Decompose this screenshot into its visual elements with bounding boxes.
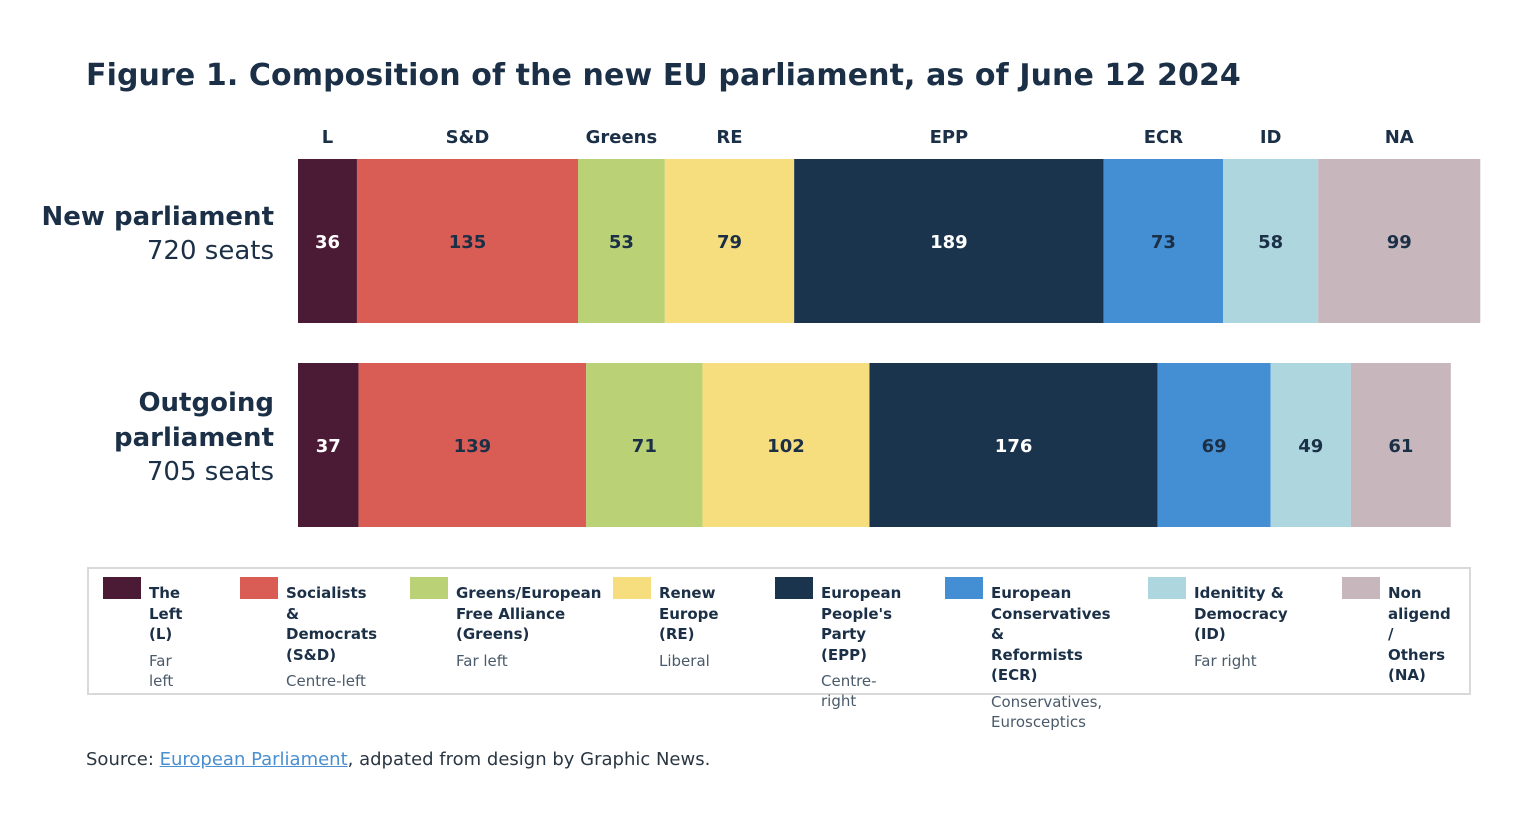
bar-segment-id-row2 <box>1270 363 1351 527</box>
bar-value-label-id-row1: 58 <box>1258 232 1283 253</box>
bar-segment-id-row1 <box>1223 159 1319 323</box>
legend-swatch-id <box>1148 577 1186 599</box>
bar-value-label-id-row2: 49 <box>1298 436 1323 457</box>
row-seats-outgoing: 705 seats <box>146 457 274 487</box>
legend-desc-greens: Far left <box>456 651 508 670</box>
source-note: Source: European Parliament, adpated fro… <box>86 749 710 770</box>
category-label-re: RE <box>716 127 742 148</box>
source-link[interactable]: European Parliament <box>159 749 348 770</box>
bar-segment-ecr-row1 <box>1103 159 1224 323</box>
legend-name-sd: Socialists & Democrats (S&D) <box>286 584 378 664</box>
stacked-bar-chart: 36 L 135 S&D 53 Greens 79 RE 189 EPP 73 ECR 58 ID 99 NA… <box>298 127 1481 527</box>
legend-swatch-epp <box>775 577 813 599</box>
legend-swatch-sd <box>240 577 278 599</box>
source-prefix: Source: <box>86 749 160 770</box>
bar-segment-epp-row2 <box>869 363 1158 527</box>
bar-value-label-sandd-row2: 139 <box>454 436 492 457</box>
category-label-greens: Greens <box>586 127 658 148</box>
legend-swatch-left <box>103 577 141 599</box>
bar-segment-sandd-row1 <box>356 159 579 323</box>
bar-segment-sandd-row2 <box>358 363 587 527</box>
bar-value-label-sandd-row1: 135 <box>449 232 487 253</box>
bar-value-label-ecr-row1: 73 <box>1151 232 1176 253</box>
legend-swatch-na <box>1342 577 1380 599</box>
legend-name-na: Non aligend / Others (NA) <box>1388 584 1451 684</box>
legend-name-ecr: European Conservatives & Reformists (ECR… <box>991 584 1111 684</box>
legend-desc-id: Far right <box>1194 651 1257 670</box>
row-label-new: New parliament <box>41 202 274 232</box>
legend-name-greens: Greens/European Free Alliance (Greens) <box>456 584 602 643</box>
legend-name-epp: European People's Party (EPP) <box>821 584 902 664</box>
bar-value-label-epp-row2: 176 <box>995 436 1033 457</box>
legend-name-id: Idenitity & Democracy (ID) <box>1194 584 1288 643</box>
legend-swatch-ecr <box>945 577 983 599</box>
legend-swatch-greens <box>410 577 448 599</box>
bar-value-label-epp-row1: 189 <box>930 232 968 253</box>
bar-value-label-re-row1: 79 <box>717 232 742 253</box>
bar-segment-re-row1 <box>664 159 795 323</box>
bar-value-label-l-row1: 36 <box>315 232 340 253</box>
bar-segment-greens-row1 <box>578 159 665 323</box>
bar-value-label-na-row2: 61 <box>1388 436 1413 457</box>
legend-desc-re: Liberal <box>659 651 710 670</box>
bar-segment-na-row2 <box>1350 363 1451 527</box>
category-label-sandd: S&D <box>446 127 490 148</box>
category-label-id: ID <box>1260 127 1282 148</box>
category-label-na: NA <box>1385 127 1414 148</box>
legend-desc-epp: Centre-right <box>821 672 877 710</box>
legend-name-re: Renew Europe (RE) <box>659 584 719 643</box>
chart-title: Figure 1. Composition of the new EU parl… <box>86 58 1241 93</box>
bar-segment-l-row1 <box>298 159 357 323</box>
bar-value-label-re-row2: 102 <box>767 436 805 457</box>
bar-segment-l-row2 <box>298 363 359 527</box>
legend-name-left: The Left (L) <box>149 584 183 643</box>
row-label-outgoing: Outgoing parliament <box>113 388 274 453</box>
bar-value-label-na-row1: 99 <box>1387 232 1412 253</box>
legend-desc-sd: Centre-left <box>286 672 366 690</box>
category-label-ecr: ECR <box>1144 127 1184 148</box>
bar-segment-re-row2 <box>702 363 870 527</box>
category-label-l: L <box>322 127 333 148</box>
legend: The Left (L) Far left Socialists & Democ… <box>87 567 1471 731</box>
bar-segment-greens-row2 <box>586 363 703 527</box>
bar-segment-ecr-row2 <box>1157 363 1271 527</box>
category-label-epp: EPP <box>930 127 969 148</box>
bar-value-label-ecr-row2: 69 <box>1202 436 1227 457</box>
bar-value-label-greens-row2: 71 <box>632 436 657 457</box>
source-suffix: , adpated from design by Graphic News. <box>347 749 711 770</box>
bar-segment-na-row1 <box>1318 159 1481 323</box>
bar-value-label-greens-row1: 53 <box>609 232 634 253</box>
legend-desc-left: Far left <box>149 651 174 690</box>
row-seats-new: 720 seats <box>146 236 274 266</box>
legend-swatch-re <box>613 577 651 599</box>
bar-segment-epp-row1 <box>794 159 1104 323</box>
bar-value-label-l-row2: 37 <box>316 436 341 457</box>
legend-desc-ecr: Conservatives, Eurosceptics <box>991 692 1103 731</box>
